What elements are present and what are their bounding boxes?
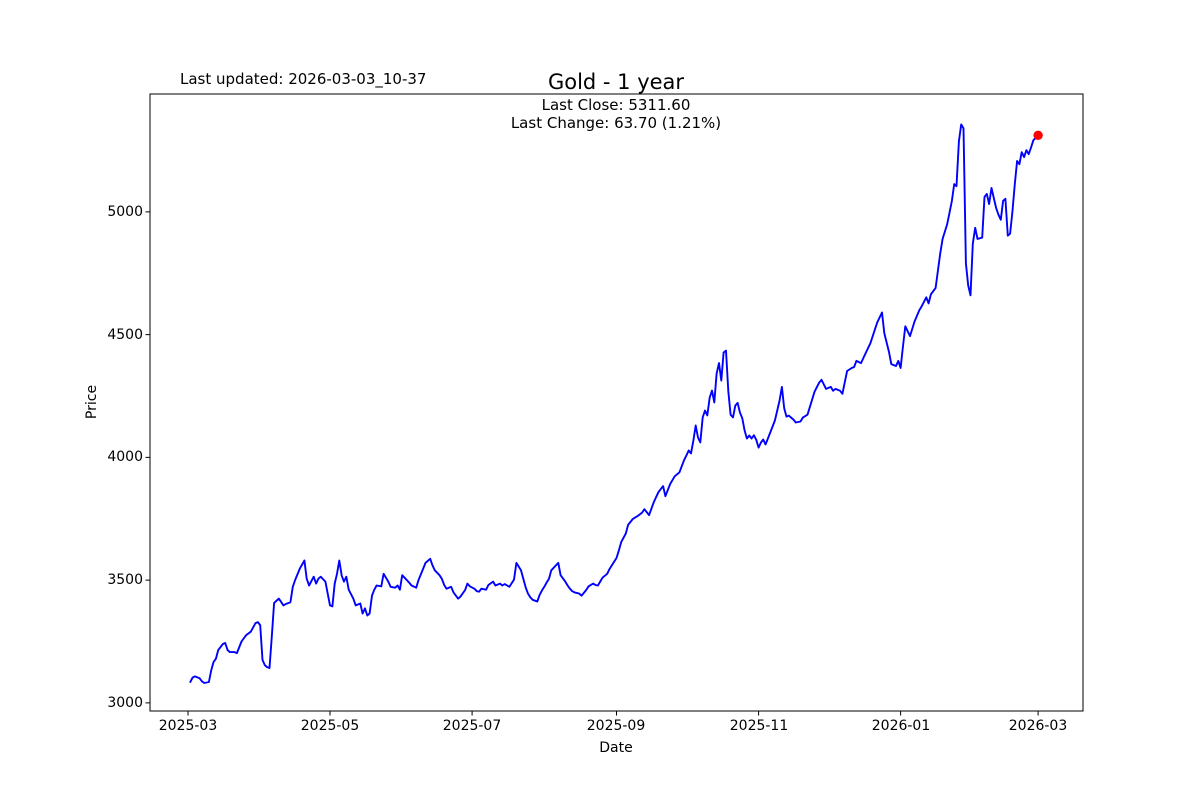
price-line [189, 123, 1040, 684]
x-tick-label-2025-03: 2025-03 [158, 718, 218, 734]
last-updated-text: Last updated: 2026-03-03_10-37 [180, 70, 427, 88]
x-tick-label-2025-07: 2025-07 [442, 718, 502, 734]
x-tick-label-2026-01: 2026-01 [871, 718, 931, 734]
plot-border [149, 93, 1084, 712]
y-tick-label-4500: 4500 [107, 327, 143, 343]
last-change-annotation: Last Change: 63.70 (1.21%) [510, 114, 722, 132]
x-tick-label-2026-03: 2026-03 [1008, 718, 1068, 734]
y-tick-label-4000: 4000 [107, 449, 143, 465]
last-close-annotation: Last Close: 5311.60 [541, 96, 691, 114]
y-tick-label-3000: 3000 [107, 695, 143, 711]
x-tick-label-2025-11: 2025-11 [729, 718, 789, 734]
y-tick-label-3500: 3500 [107, 572, 143, 588]
chart-title: Gold - 1 year [547, 70, 685, 94]
x-axis-label: Date [599, 740, 633, 756]
last-price-marker [1033, 130, 1043, 140]
x-tick-label-2025-05: 2025-05 [300, 718, 360, 734]
axis-tick-marks [145, 211, 1039, 716]
y-axis-label: Price [84, 384, 100, 420]
y-tick-label-5000: 5000 [107, 204, 143, 220]
x-tick-label-2025-09: 2025-09 [586, 718, 646, 734]
